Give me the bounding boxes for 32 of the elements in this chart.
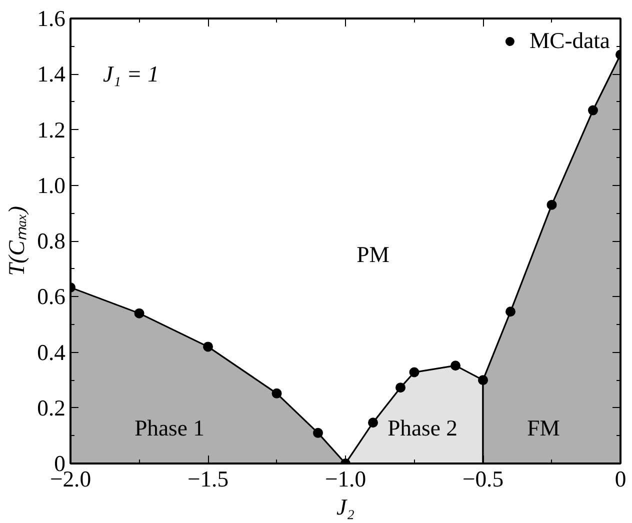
y-tick-label: 1.6 [37, 6, 66, 31]
point [546, 200, 557, 210]
point [134, 308, 144, 318]
point [588, 105, 598, 116]
x-tick-label: −1.5 [187, 466, 229, 492]
y-tick-label: 1.2 [37, 117, 66, 142]
point [450, 360, 460, 371]
x-tick-label: −0.5 [462, 466, 504, 492]
point [272, 388, 282, 398]
annotation: J₁ = 1 [103, 62, 159, 87]
y-tick-label: 0.6 [37, 284, 66, 310]
point [368, 418, 378, 428]
y-tick-label: 0.4 [37, 340, 66, 365]
y-tick-label: 0.8 [37, 228, 66, 254]
annotation: FM [527, 415, 560, 440]
annotation: PM [356, 242, 390, 267]
x-tick-label: 0 [614, 466, 626, 492]
y-tick-label: 0.2 [37, 395, 66, 420]
y-tick-label: 1.4 [37, 62, 66, 87]
point [478, 375, 488, 386]
legend-label: MC-data [529, 28, 610, 54]
point [396, 382, 406, 393]
y-axis-title: T(Cₘₐₓ) [4, 206, 30, 276]
point [409, 367, 420, 378]
y-tick-label: 1.0 [37, 172, 66, 198]
point [203, 342, 213, 352]
x-axis-title: J₂ [336, 494, 355, 520]
annotation: Phase 2 [388, 415, 458, 440]
point [313, 428, 323, 438]
x-tick-label: −1.0 [324, 466, 366, 492]
point [506, 306, 516, 317]
annotation: Phase 1 [134, 415, 204, 440]
